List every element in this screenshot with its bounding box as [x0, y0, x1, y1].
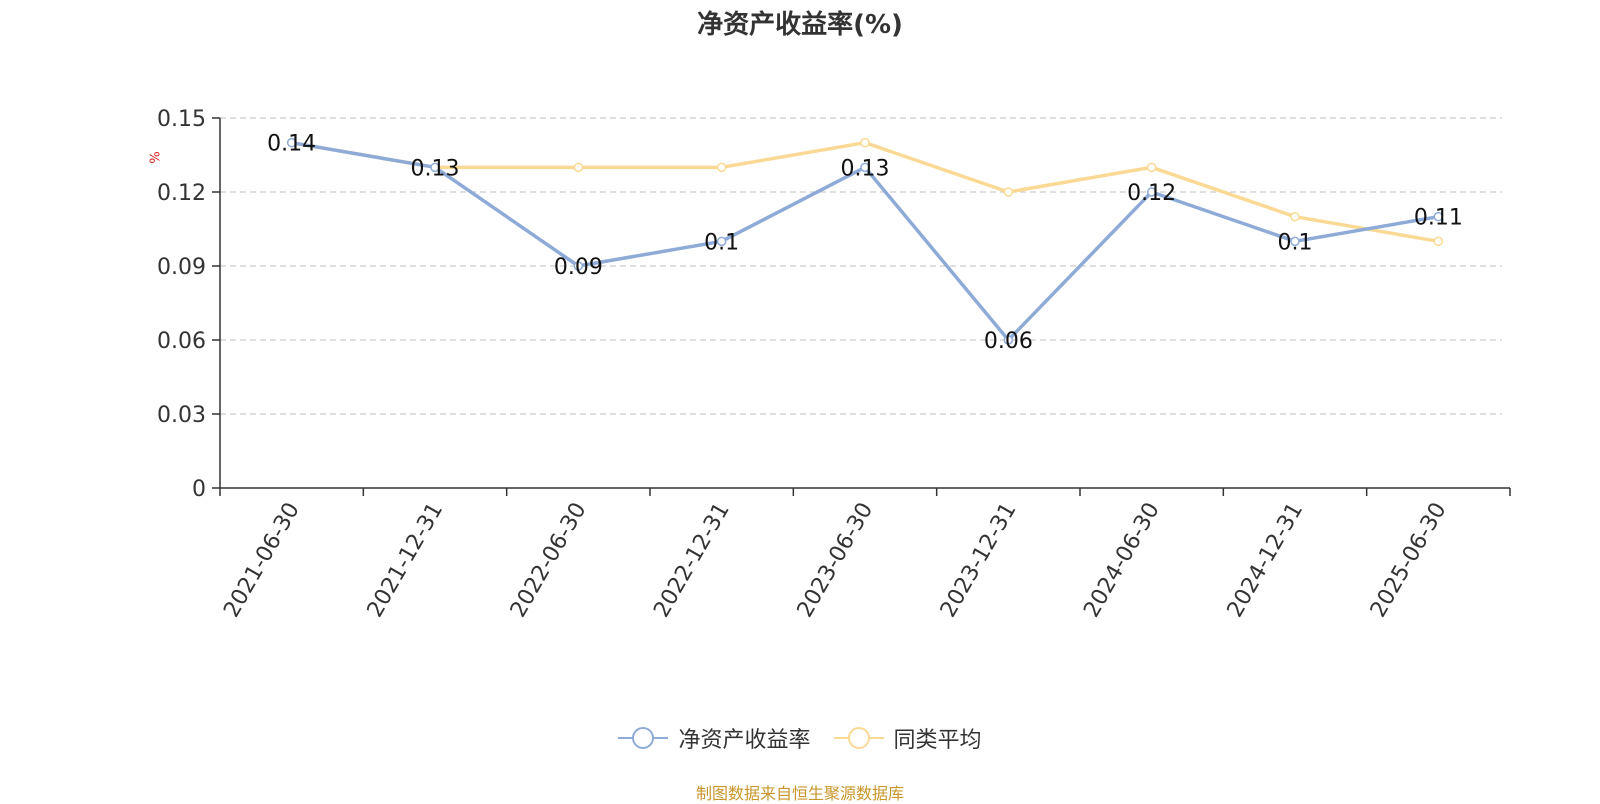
y-tick-label: 0 — [192, 477, 206, 502]
y-tick-label: 0.09 — [157, 255, 206, 280]
x-tick-label: 2024-06-30 — [1079, 499, 1165, 622]
legend-marker-roe-icon — [618, 727, 669, 749]
point-peer-average — [1003, 187, 1014, 197]
legend-marker-peer-average-icon — [833, 727, 884, 749]
data-label-roe: 0.1 — [1278, 230, 1313, 255]
data-label-roe: 0.13 — [841, 156, 890, 181]
point-roe — [286, 137, 297, 148]
point-roe — [860, 162, 870, 173]
data-label-roe: 0.11 — [1414, 206, 1463, 231]
point-peer-average — [716, 162, 727, 173]
x-tick-label: 2022-06-30 — [506, 499, 592, 622]
point-peer-average — [1433, 236, 1444, 247]
data-label-roe: 0.1 — [704, 230, 739, 255]
legend-item-roe[interactable]: 净资产收益率 — [618, 722, 811, 754]
point-peer-average — [860, 137, 870, 148]
x-tick-label: 2025-06-30 — [1366, 499, 1452, 622]
point-roe — [573, 261, 584, 271]
y-tick-label: 0.03 — [157, 403, 206, 428]
legend: 净资产收益率 同类平均 — [0, 722, 1600, 756]
data-label-roe: 0.12 — [1127, 181, 1176, 206]
legend-item-peer-average[interactable]: 同类平均 — [833, 722, 982, 754]
point-roe — [1003, 335, 1014, 345]
point-peer-average — [573, 162, 584, 173]
point-peer-average — [1146, 162, 1157, 173]
x-tick-label: 2021-06-30 — [219, 499, 305, 622]
data-source-note: 制图数据来自恒生聚源数据库 — [695, 784, 904, 803]
data-label-roe: 0.06 — [984, 329, 1033, 354]
point-roe — [1433, 211, 1444, 222]
x-tick-label: 2023-06-30 — [793, 499, 879, 622]
point-peer-average — [1290, 211, 1300, 222]
point-roe — [1146, 187, 1157, 197]
legend-label-roe: 净资产收益率 — [678, 728, 811, 753]
point-roe — [716, 236, 727, 247]
y-tick-label: 0.12 — [157, 181, 206, 206]
data-label-roe: 0.09 — [554, 255, 603, 280]
x-tick-label: 2024-12-31 — [1223, 499, 1309, 622]
data-label-roe: 0.13 — [411, 156, 460, 181]
data-label-roe: 0.14 — [267, 132, 316, 157]
y-tick-label: 0.15 — [157, 107, 206, 132]
x-tick-label: 2021-12-31 — [363, 499, 449, 622]
point-roe — [1290, 236, 1300, 247]
line-chart: 0 0.03 0.06 0.09 0.12 0.15 2021-06-30 2021-12-3… — [157, 107, 1511, 622]
chart-title: 净资产收益率(%) — [697, 10, 903, 40]
point-roe — [430, 162, 440, 173]
y-tick-label: 0.06 — [157, 329, 206, 354]
x-tick-label: 2023-12-31 — [936, 498, 1022, 621]
x-tick-label: 2022-12-31 — [649, 499, 735, 622]
legend-label-peer-average: 同类平均 — [893, 728, 982, 753]
